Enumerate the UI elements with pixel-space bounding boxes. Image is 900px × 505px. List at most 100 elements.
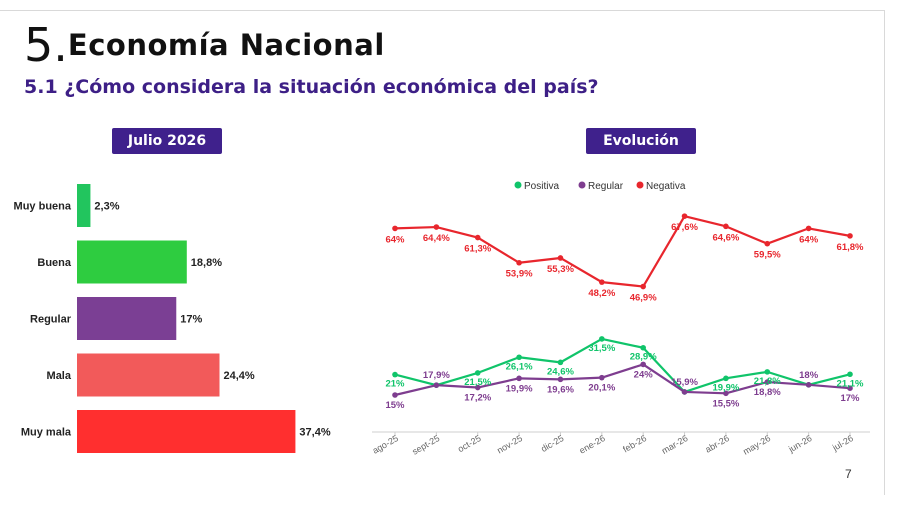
data-point: [599, 336, 605, 342]
data-label: 17,9%: [423, 370, 450, 381]
data-point: [681, 389, 688, 395]
section-number: 5.: [24, 18, 68, 72]
x-tick-label: dic-25: [539, 433, 565, 454]
data-label: 59,5%: [754, 250, 781, 261]
right-divider: [884, 10, 885, 495]
evolution-line-chart: Positiva Regular Negativa ago-25 sept-25 oct-…: [371, 181, 870, 457]
legend-label: Negativa: [646, 181, 686, 192]
legend-marker: [636, 181, 644, 189]
data-point: [805, 225, 812, 232]
x-tick-label: ene-26: [578, 433, 607, 456]
data-label: 18,8%: [754, 387, 781, 398]
data-label: 64%: [385, 234, 405, 245]
series-line-negativa: [394, 215, 851, 288]
x-tick-label: may-26: [741, 433, 772, 457]
bar-value-label: 18,8%: [191, 257, 222, 269]
legend-label: Positiva: [524, 181, 559, 192]
data-label: 15%: [385, 400, 405, 411]
bar-category-label: Mala: [47, 370, 72, 382]
data-point: [516, 354, 522, 361]
data-point: [557, 359, 564, 366]
data-label: 64,6%: [712, 232, 739, 243]
x-tick-label: jul-26: [830, 433, 855, 453]
data-label: 28,9%: [630, 352, 657, 363]
data-point: [599, 374, 605, 381]
data-point: [847, 233, 853, 239]
data-label: 24%: [634, 369, 654, 380]
data-point: [474, 384, 481, 391]
data-point: [640, 344, 646, 351]
bar: [77, 410, 296, 453]
data-point: [723, 390, 729, 397]
current-situation-bar-chart: Muy buena 2,3% Buena 18,8% Regular 17% Mala 24,…: [14, 184, 331, 453]
bar: [77, 240, 187, 284]
data-label: 18%: [799, 370, 819, 381]
data-label: 20,1%: [588, 383, 615, 394]
data-label: 67,6%: [671, 222, 698, 233]
x-tick-label: abr-26: [703, 433, 731, 455]
data-label: 64%: [799, 234, 819, 245]
page-number: 7: [845, 467, 852, 481]
data-point: [847, 371, 853, 378]
bar-value-label: 24,4%: [223, 370, 254, 382]
data-point: [392, 371, 398, 378]
x-tick-label: mar-26: [660, 433, 690, 456]
bar: [77, 297, 177, 340]
data-point: [723, 375, 729, 382]
top-divider: [0, 10, 885, 11]
data-label: 61,3%: [464, 244, 491, 255]
data-point: [392, 392, 398, 398]
x-tick-label: nov-25: [495, 433, 524, 455]
data-label: 21,8%: [754, 376, 781, 387]
data-label: 17%: [840, 393, 860, 404]
bar: [77, 184, 91, 227]
data-label: 21,1%: [837, 378, 864, 389]
evolution-pill: Evolución: [586, 128, 696, 154]
bar-value-label: 37,4%: [299, 427, 330, 439]
data-label: 17,2%: [464, 393, 491, 404]
data-point: [640, 361, 646, 368]
data-point: [474, 370, 481, 376]
data-label: 26,1%: [506, 361, 533, 372]
bar-category-label: Muy mala: [21, 427, 72, 439]
x-tick-label: ago-25: [371, 433, 400, 456]
bar-value-label: 17%: [180, 314, 202, 326]
data-label: 31,5%: [588, 343, 615, 354]
data-label: 19,6%: [547, 384, 574, 395]
x-tick-label: feb-26: [621, 433, 648, 454]
data-point: [557, 255, 564, 261]
bar-category-label: Regular: [30, 314, 72, 326]
data-point: [764, 379, 771, 385]
data-label: 55,3%: [547, 264, 574, 275]
data-label: 21%: [385, 379, 405, 390]
data-point: [805, 382, 812, 388]
bar-category-label: Muy buena: [14, 201, 72, 213]
data-label: 48,2%: [588, 288, 615, 299]
series-line-regular: [394, 363, 851, 397]
data-point: [433, 382, 440, 388]
data-label: 15,5%: [712, 398, 739, 409]
x-tick-label: oct-25: [456, 433, 483, 454]
question-subtitle: 5.1 ¿Cómo considera la situación económi…: [24, 76, 599, 98]
data-label: 61,8%: [837, 242, 864, 253]
data-point: [516, 259, 522, 266]
data-point: [516, 375, 522, 382]
bar: [77, 353, 220, 397]
data-label: 46,9%: [630, 293, 657, 304]
data-point: [764, 240, 771, 247]
x-tick-label: sept-25: [410, 433, 441, 457]
data-point: [599, 279, 605, 285]
data-label: 21,5%: [464, 377, 491, 388]
data-point: [557, 376, 564, 383]
x-tick-label: jun-26: [786, 433, 814, 455]
data-label: 64,4%: [423, 233, 450, 244]
data-point: [392, 225, 398, 232]
data-point: [723, 223, 729, 230]
current-period-pill: Julio 2026: [112, 128, 222, 154]
section-title: 5.Economía Nacional: [24, 18, 385, 72]
bar-value-label: 2,3%: [94, 201, 119, 213]
data-label: 15,9%: [671, 377, 698, 388]
data-point: [433, 224, 440, 230]
legend-marker: [514, 181, 522, 189]
section-title-text: Economía Nacional: [67, 28, 385, 62]
